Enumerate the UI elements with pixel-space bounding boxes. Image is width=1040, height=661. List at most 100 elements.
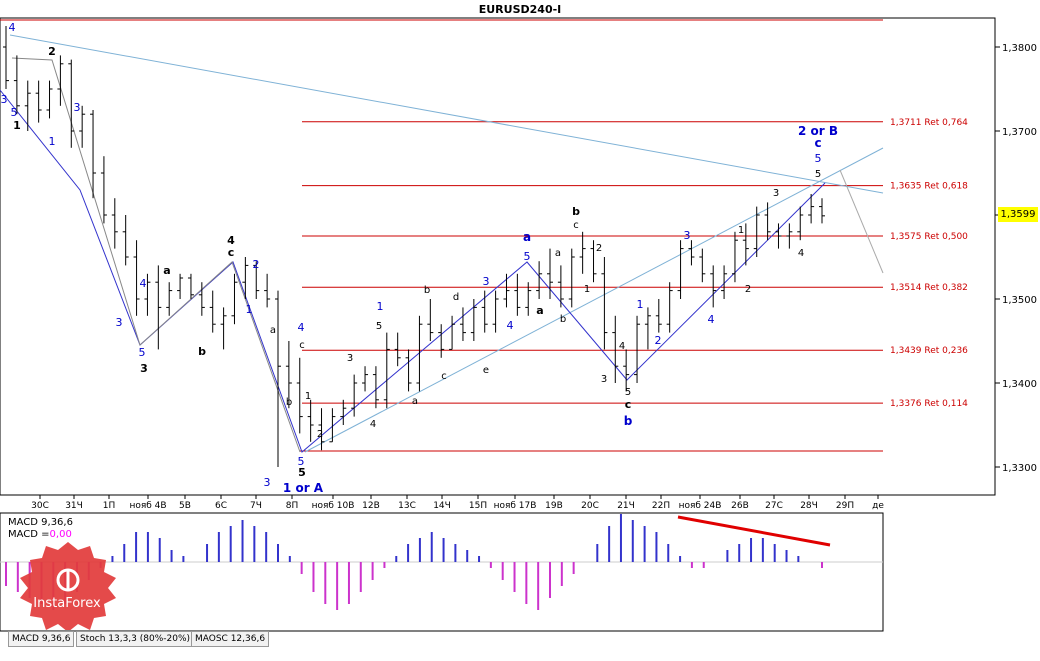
- fib-label: 1,3514 Ret 0,382: [890, 283, 968, 293]
- logo-text: InstaForex: [33, 596, 101, 611]
- wave-label: 5: [625, 387, 631, 398]
- wave-label: 3: [140, 362, 148, 375]
- chart-title: EURUSD240-I: [479, 3, 562, 16]
- wave-label-major: 1 or A: [283, 481, 324, 495]
- wave-label: 3: [773, 188, 779, 199]
- time-tick-label: 6С: [215, 501, 227, 511]
- wave-label: 1: [377, 300, 384, 313]
- price-tick-label: 1,3300: [1002, 463, 1037, 474]
- wave-label: 1: [49, 135, 56, 148]
- wave-label-major: 2 or B: [798, 124, 838, 138]
- wave-label: 4: [140, 277, 147, 290]
- wave-label: b: [198, 345, 206, 358]
- channel-trendline: [304, 147, 884, 453]
- logo-badge-icon: [20, 542, 116, 630]
- wave-label: 2: [253, 258, 260, 271]
- time-tick-label: 30С: [31, 501, 49, 511]
- time-tick-label: 20С: [581, 501, 599, 511]
- tab-maosc[interactable]: MAOSC 12,36,6: [191, 631, 270, 647]
- time-tick-label: 21Ч: [617, 501, 635, 511]
- time-tick-label: нояб 4В: [129, 501, 166, 511]
- wave-label: a: [163, 264, 170, 277]
- wave-label: a: [523, 230, 531, 244]
- time-tick-label: 15П: [469, 501, 487, 511]
- wave-label: 5: [11, 106, 18, 119]
- macd-value-label: MACD =0,00: [8, 529, 72, 540]
- trend-lines: [0, 34, 884, 453]
- wave-label: c: [814, 136, 821, 150]
- wave-label: c: [625, 398, 632, 411]
- fib-label: 1,3439 Ret 0,236: [890, 346, 968, 356]
- time-tick-label: 28Ч: [800, 501, 818, 511]
- time-tick-label: нояб 17В: [494, 501, 537, 511]
- price-tick-label: 1,3500: [1002, 295, 1037, 306]
- wave-label: 4: [507, 319, 514, 332]
- wave-label: b: [624, 414, 633, 428]
- macd-panel-frame: [0, 512, 884, 632]
- wave-label: 4: [227, 234, 235, 247]
- wave-label: 5: [298, 455, 305, 468]
- tab-macd[interactable]: MACD 9,36,6: [8, 631, 75, 647]
- time-tick-label: 13С: [398, 501, 416, 511]
- time-tick-label: 12В: [362, 501, 380, 511]
- wave-label: 3: [116, 316, 123, 329]
- time-tick-label: 26В: [731, 501, 749, 511]
- wave-label: 1: [738, 225, 744, 236]
- wave-label: 4: [708, 313, 715, 326]
- wave-label: 4: [370, 419, 376, 430]
- wave-label: 5: [815, 152, 822, 165]
- wave-label: 2: [655, 334, 662, 347]
- price-bars: [3, 26, 825, 467]
- wave-label: 3: [74, 101, 81, 114]
- wave-label: 3: [264, 476, 271, 489]
- wave-label: 5: [139, 346, 146, 359]
- time-tick-label: 14Ч: [433, 501, 451, 511]
- time-tick-label: 19В: [545, 501, 563, 511]
- wave-label: b: [572, 205, 580, 218]
- wave-label: a: [270, 325, 276, 336]
- grey-projection-line: [839, 169, 884, 274]
- wave-label: b: [560, 314, 566, 325]
- wave-label: c: [573, 220, 579, 231]
- price-tick-label: 1,3800: [1002, 43, 1037, 54]
- wave-label: 5: [376, 321, 382, 332]
- fibonacci-levels: 1,3711 Ret 0,764 1,3635 Ret 0,618 1,3575 R…: [302, 118, 968, 409]
- fib-label: 1,3575 Ret 0,500: [890, 232, 968, 242]
- instaforex-logo: InstaForex: [8, 540, 126, 630]
- wave-label: 3: [347, 353, 353, 364]
- tab-stoch[interactable]: Stoch 13,3,3 (80%-20%): [76, 631, 195, 647]
- blue-wave-zigzag: [0, 89, 826, 453]
- wave-label: 2: [596, 243, 602, 254]
- time-tick-label: 8П: [286, 501, 299, 511]
- wave-label: 3: [1, 93, 8, 106]
- wave-label: c: [228, 246, 235, 259]
- wave-label: 3: [483, 275, 490, 288]
- time-tick-label: 31Ч: [65, 501, 83, 511]
- macd-divergence-line: [677, 515, 831, 547]
- fib-label: 1,3376 Ret 0,114: [890, 399, 968, 409]
- wave-label: 2: [48, 45, 56, 58]
- wave-label: 4: [9, 21, 16, 34]
- wave-label: 3: [601, 374, 607, 385]
- time-tick-label: де: [872, 501, 884, 511]
- current-price-badge: 1,3599: [998, 207, 1038, 222]
- wave-label: 4: [298, 321, 305, 334]
- price-plot-frame: [0, 17, 996, 496]
- wave-label: 3: [684, 229, 691, 242]
- price-tick-label: 1,3400: [1002, 379, 1037, 390]
- time-axis: 30С 31Ч 1П нояб 4В 5В 6С 7Ч 8П нояб 10В 12В 13С 14Ч…: [31, 495, 884, 511]
- wave-label: b: [424, 285, 430, 296]
- wave-label: a: [412, 396, 418, 407]
- fib-label: 1,3711 Ret 0,764: [890, 118, 968, 128]
- wave-label: 1: [13, 119, 21, 132]
- wave-label: b: [286, 397, 292, 408]
- wave-label: 2: [317, 429, 323, 440]
- time-tick-label: 5В: [179, 501, 191, 511]
- wave-label: d: [453, 292, 459, 303]
- wave-label: 4: [798, 248, 804, 259]
- wave-label: 5: [815, 169, 821, 180]
- fib-label: 1,3635 Ret 0,618: [890, 182, 968, 192]
